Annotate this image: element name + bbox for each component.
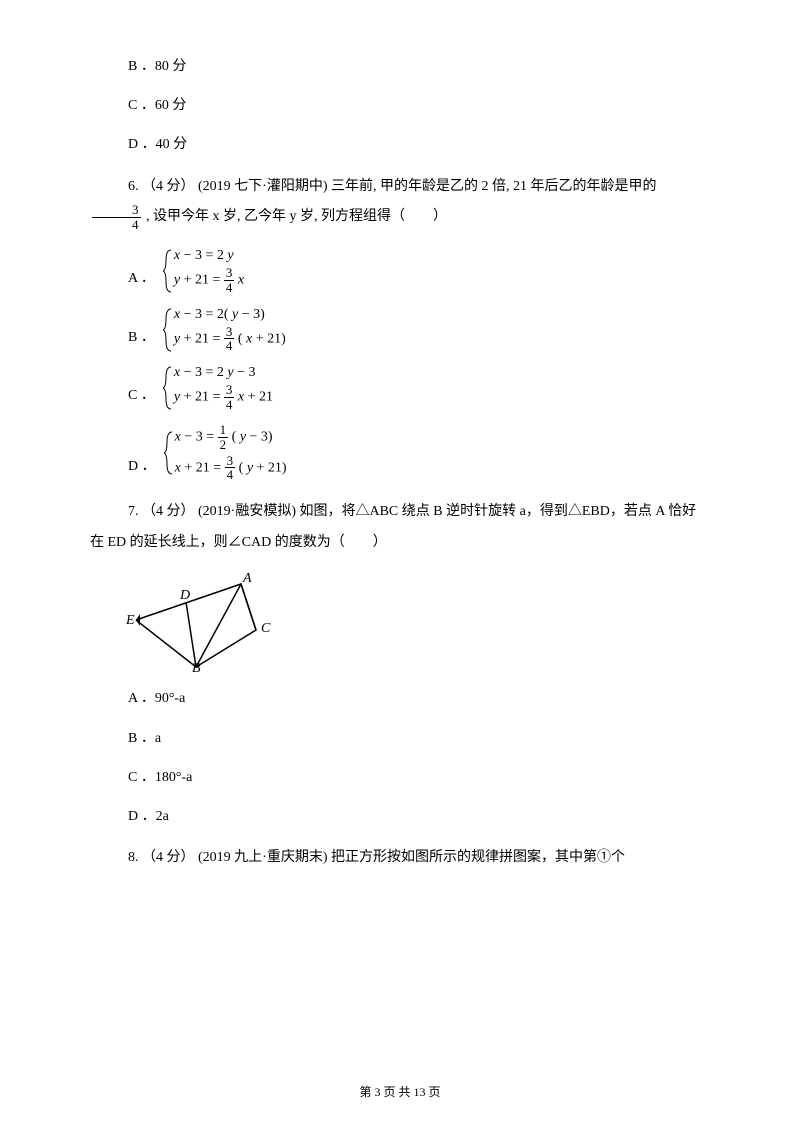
t: y (174, 389, 180, 404)
label-E: E (126, 613, 135, 628)
t: + 21 (248, 389, 273, 404)
t: 3 (225, 454, 236, 469)
t: 4 (224, 398, 235, 412)
brace-icon (163, 366, 173, 410)
q7-stem: 7. （4 分） (2019·融安模拟) 如图，将△ABC 绕点 B 逆时针旋转… (90, 497, 710, 559)
t: x (174, 307, 180, 322)
t: x (175, 430, 181, 445)
label-D: D (179, 588, 190, 603)
t: y (240, 430, 246, 445)
t: ( (238, 331, 243, 346)
t: + 21 = (184, 273, 221, 288)
t: y (227, 248, 233, 263)
t: + 21 = (184, 460, 221, 475)
q6-d-label: D ． (128, 454, 156, 483)
t: − 3 = (184, 430, 214, 445)
q5-option-c: C ．60 分 (128, 93, 710, 118)
q6-b-label: B ． (128, 325, 155, 354)
t: 4 (224, 339, 235, 353)
page-footer: 第 3 页 共 13 页 (0, 1082, 800, 1104)
q7-option-c: C ．180°-a (128, 765, 710, 790)
q6-stem-2: , 设甲今年 x 岁, 乙今年 y 岁, 列方程组得（ ） (146, 209, 447, 224)
t: 3 (224, 325, 235, 340)
q7-figure: A B C D E (126, 572, 710, 672)
q6-frac: 3 4 (92, 203, 141, 231)
q6-c-label: C ． (128, 383, 155, 412)
q6-option-c: C ． x − 3 = 2 y − 3 y + 21 = 34 x + 21 (128, 364, 710, 412)
brace-icon (164, 431, 174, 475)
t: + 21) (256, 331, 286, 346)
t: x (238, 389, 244, 404)
t: 3 (224, 383, 235, 398)
label-B: B (192, 661, 201, 672)
t: − 3 = 2 (184, 248, 224, 263)
q6-frac-num: 3 (92, 203, 141, 218)
q5-option-d: D ．40 分 (128, 132, 710, 157)
t: 4 (225, 468, 236, 482)
t: − 3 = 2 (184, 365, 224, 380)
t: x (175, 460, 181, 475)
brace-icon (163, 308, 173, 352)
t: x (246, 331, 252, 346)
t: x (174, 248, 180, 263)
t: x (238, 273, 244, 288)
t: − 3) (242, 307, 265, 322)
q6-stem: 6. （4 分） (2019 七下·灌阳期中) 三年前, 甲的年龄是乙的 2 倍… (90, 172, 710, 234)
brace-icon (163, 249, 173, 293)
t: 2 (218, 438, 229, 452)
t: + 21 = (184, 389, 221, 404)
t: 3 (224, 266, 235, 281)
label-C: C (261, 621, 271, 636)
q6-a-label: A ． (128, 266, 155, 295)
t: + 21 = (184, 331, 221, 346)
q7-option-d: D ．2a (128, 804, 710, 829)
q6-option-d: D ． x − 3 = 12 ( y − 3) x + 21 = 34 ( y … (128, 422, 710, 483)
t: y (227, 365, 233, 380)
q6-frac-den: 4 (92, 218, 141, 232)
t: + 21) (257, 460, 287, 475)
t: − 3 = 2( (184, 307, 229, 322)
t: − 3 (237, 365, 255, 380)
t: − 3) (250, 430, 273, 445)
q6-option-a: A ． x − 3 = 2 y y + 21 = 34 x (128, 247, 710, 295)
triangle-diagram: A B C D E (126, 572, 286, 672)
t: y (247, 460, 253, 475)
q6-option-b: B ． x − 3 = 2( y − 3) y + 21 = 34 ( x + … (128, 306, 710, 354)
q8-stem: 8. （4 分） (2019 九上·重庆期末) 把正方形按如图所示的规律拼图案，… (90, 843, 710, 874)
q7-option-b: B ．a (128, 726, 710, 751)
q6-stem-1: 6. （4 分） (2019 七下·灌阳期中) 三年前, 甲的年龄是乙的 2 倍… (128, 179, 657, 194)
q7-option-a: A ．90°-a (128, 686, 710, 711)
label-A: A (242, 572, 252, 586)
t: x (174, 365, 180, 380)
t: ( (232, 430, 237, 445)
t: ( (239, 460, 244, 475)
t: 4 (224, 281, 235, 295)
t: 1 (218, 423, 229, 438)
q5-option-b: B ．80 分 (128, 54, 710, 79)
t: y (232, 307, 238, 322)
t: y (174, 273, 180, 288)
t: y (174, 331, 180, 346)
